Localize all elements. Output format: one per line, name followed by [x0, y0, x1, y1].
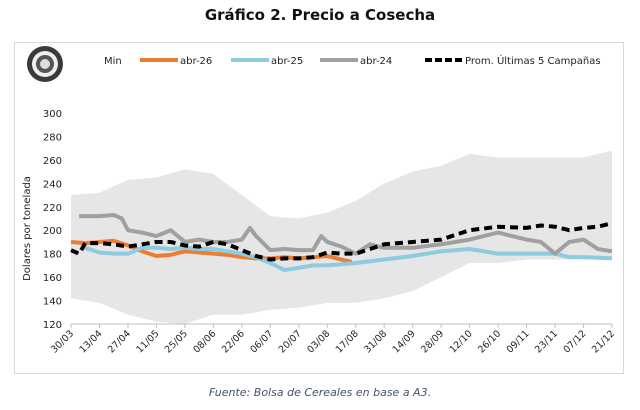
x-tick-label: 31/08 [362, 328, 389, 355]
x-tick-label: 28/09 [419, 328, 446, 355]
legend-label-min: Min [104, 56, 122, 67]
y-tick-label: 200 [43, 226, 62, 237]
x-tick-label: 11/05 [134, 328, 161, 355]
chart-title: Gráfico 2. Precio a Cosecha [204, 6, 436, 24]
x-tick-label: 22/06 [220, 328, 247, 355]
legend-label: abr-25 [271, 56, 303, 67]
min-max-band [71, 150, 612, 324]
x-tick-label: 20/07 [277, 328, 304, 355]
x-tick-label: 23/11 [533, 328, 560, 355]
series-line-abr-25 [84, 245, 613, 273]
y-tick-label: 180 [43, 250, 62, 261]
x-tick-label: 26/10 [476, 328, 503, 355]
band-area [71, 150, 612, 324]
x-tick-label: 03/08 [305, 328, 332, 355]
legend-label: Prom. Últimas 5 Campañas [465, 54, 601, 67]
x-tick-label: 21/12 [590, 328, 617, 355]
logo-seal [27, 46, 63, 82]
y-tick-label: 240 [43, 179, 62, 190]
y-tick-label: 280 [43, 132, 62, 143]
x-tick-label: 14/09 [391, 328, 418, 355]
x-tick-label: 30/03 [49, 328, 76, 355]
y-tick-label: 160 [43, 273, 62, 284]
y-tick-label: 260 [43, 156, 62, 167]
x-tick-label: 17/08 [334, 328, 361, 355]
y-tick-label: 300 [43, 109, 62, 120]
y-tick-label: 220 [43, 203, 62, 214]
legend: Min abr-26 abr-25 abr-24 Prom. Últimas 5 Cam… [104, 54, 601, 67]
x-tick-label: 07/12 [562, 328, 589, 355]
chart-frame [14, 42, 624, 374]
y-tick-label: 140 [43, 297, 62, 308]
x-tick-label: 13/04 [77, 328, 104, 355]
legend-label: abr-24 [360, 56, 392, 67]
y-tick-label: 120 [43, 320, 62, 331]
y-axis-label: Dolares por tonelada [22, 176, 33, 281]
x-tick-label: 08/06 [191, 328, 218, 355]
x-tick-label: 12/10 [448, 328, 475, 355]
x-tick-label: 25/05 [163, 328, 190, 355]
source-note: Fuente: Bolsa de Cereales en base a A3. [208, 386, 432, 399]
x-tick-label: 09/11 [505, 328, 532, 355]
x-tick-label: 06/07 [248, 328, 275, 355]
series-line-abr-24 [79, 212, 613, 256]
legend-label: abr-26 [180, 56, 212, 67]
x-tick-label: 27/04 [106, 328, 133, 355]
series-lines [70, 212, 613, 273]
series-line-prom-ltimas-5-campa-as [70, 221, 613, 262]
